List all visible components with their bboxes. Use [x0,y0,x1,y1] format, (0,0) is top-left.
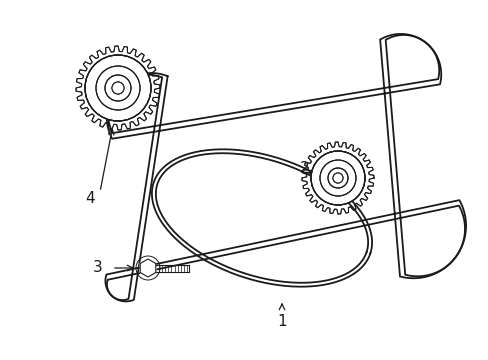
Polygon shape [140,259,156,277]
Text: 4: 4 [85,190,95,206]
Text: 1: 1 [277,315,286,329]
Circle shape [332,173,342,183]
Text: 3: 3 [93,261,102,275]
Text: 2: 2 [300,161,309,176]
Circle shape [85,55,151,121]
Circle shape [310,151,364,205]
Circle shape [112,82,124,94]
Circle shape [112,82,124,94]
Circle shape [332,173,342,183]
